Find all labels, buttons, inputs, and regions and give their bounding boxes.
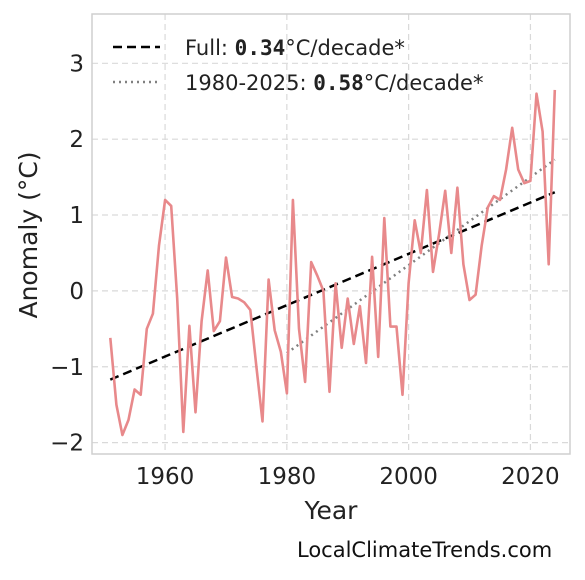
full-trend-line: [109, 191, 556, 381]
x-tick-label: 2000: [379, 464, 438, 490]
watermark: LocalClimateTrends.com: [297, 538, 553, 562]
x-axis-title: Year: [304, 496, 359, 525]
legend-recent-suffix: °C/decade*: [364, 71, 484, 95]
x-tick-label: 2020: [501, 464, 560, 490]
y-tick-label: 1: [69, 203, 84, 229]
x-tick-label: 1960: [136, 464, 195, 490]
legend-full-prefix: Full:: [185, 36, 235, 60]
y-axis-title: Anomaly (°C): [14, 151, 43, 318]
x-tick-labels: 1960 1980 2000 2020: [136, 464, 560, 490]
grid: [92, 14, 570, 454]
x-tick-label: 1980: [258, 464, 317, 490]
y-tick-label: 2: [69, 127, 84, 153]
legend-full-value: 0.34: [235, 36, 286, 60]
legend-recent-prefix: 1980-2025:: [185, 71, 313, 95]
legend-full-suffix: °C/decade*: [285, 36, 405, 60]
y-tick-label: 0: [69, 279, 84, 305]
anomaly-line: [109, 89, 557, 437]
legend: Full: 0.34°C/decade* 1980-2025: 0.58°C/d…: [113, 36, 483, 95]
trend-lines: [109, 158, 556, 381]
anomaly-series: [109, 89, 557, 437]
legend-recent-label: 1980-2025: 0.58°C/decade*: [185, 71, 483, 95]
legend-full-label: Full: 0.34°C/decade*: [185, 36, 405, 60]
y-tick-label: −2: [50, 431, 84, 457]
y-tick-labels: −2 −1 0 1 2 3: [50, 51, 84, 456]
y-tick-label: −1: [50, 355, 84, 381]
plot-frame: [91, 13, 571, 455]
y-tick-label: 3: [69, 51, 84, 77]
legend-recent-value: 0.58: [313, 71, 364, 95]
recent-trend-line: [286, 158, 556, 355]
